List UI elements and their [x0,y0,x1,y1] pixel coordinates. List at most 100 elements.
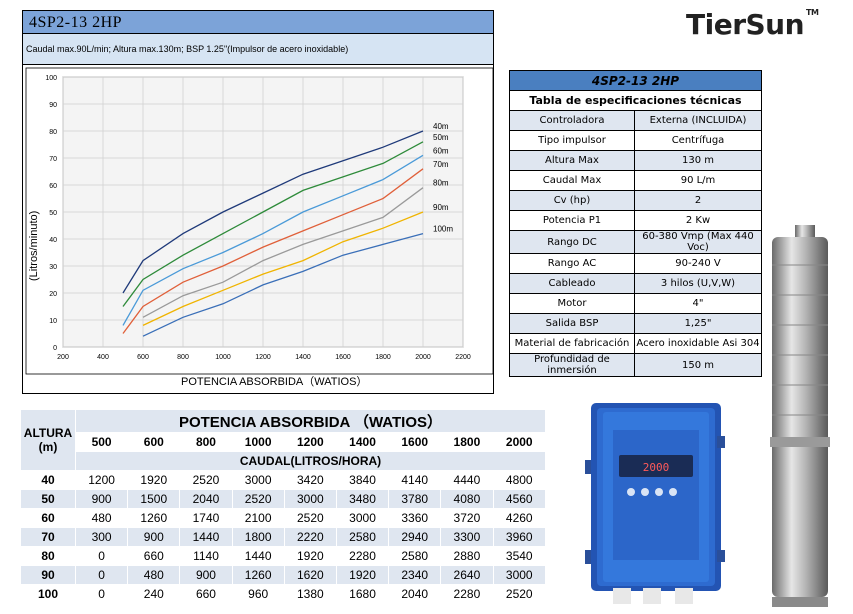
flow-cell: 3360 [388,508,442,528]
spec-table-subtitle: Tabla de especificaciones técnicas [509,90,762,111]
spec-key: Rango AC [509,253,635,274]
flow-cell: 240 [127,584,181,604]
x-tick-label: 200 [57,354,69,361]
model-title: 4SP2-13 2HP [29,14,123,31]
series-label: 40m [433,122,449,131]
altura-value: 80 [20,546,76,566]
spec-value: Externa (INCLUIDA) [634,110,762,131]
flow-cell: 3000 [283,489,337,509]
flow-cell: 2520 [283,508,337,528]
spec-row: Potencia P1 2 Kw [509,210,762,231]
spec-key: Motor [509,293,635,314]
x-tick-label: 2200 [455,354,471,361]
spec-key: Cableado [509,273,635,294]
spec-value: 90 L/m [634,170,762,191]
brand-logo-tm: TM [806,8,819,17]
flow-cell: 3000 [231,470,285,490]
spec-value: Centrífuga [634,130,762,151]
flow-cell: 960 [231,584,285,604]
spec-row: Tipo impulsor Centrífuga [509,130,762,151]
flow-cell: 2280 [335,546,390,566]
series-label: 60m [433,146,449,155]
spec-value: 150 m [634,353,762,377]
series-line-90m [142,211,424,326]
spec-key: Material de fabricación [509,333,635,354]
power-col-header: 600 [127,432,181,452]
altura-value: 100 [20,584,76,604]
x-tick-label: 1200 [255,354,271,361]
flow-cell: 1740 [179,508,233,528]
flow-cell: 4080 [440,489,494,509]
performance-chart: 200 400 600 800 1000 1200 1400 1600 1800 2000 2200… [22,64,494,394]
flow-cell: 4560 [492,489,546,509]
y-tick-label: 0 [53,345,57,352]
flow-cell: 900 [179,565,233,585]
power-col-header: 1600 [388,432,442,452]
altura-value: 60 [20,508,76,528]
flow-cell: 3480 [335,489,390,509]
spec-key: Profundidad de inmersión [509,353,635,377]
flow-cell: 3420 [283,470,337,490]
flow-cell: 1260 [231,565,285,585]
flow-cell: 2580 [388,546,442,566]
flow-cell: 2520 [492,584,546,604]
altura-value: 40 [20,470,76,490]
y-tick-label: 80 [49,129,57,136]
series-line-40m [122,130,424,294]
flow-cell: 1920 [335,565,390,585]
flow-cell: 4800 [492,470,546,490]
flow-cell: 2280 [440,584,494,604]
y-tick-label: 10 [49,318,57,325]
flow-cell: 3540 [492,546,546,566]
table-row: 100 0 240 660 960 1380 1680 2040 2280 2520 [20,584,546,604]
flow-cell: 0 [74,584,129,604]
flow-cell: 900 [74,489,129,509]
power-col-header: 1000 [231,432,285,452]
spec-value: 2 Kw [634,210,762,231]
flow-cell: 2040 [388,584,442,604]
altura-value: 50 [20,489,76,509]
flow-cell: 0 [74,546,129,566]
series-line-60m [122,154,424,326]
flow-cell: 2520 [179,470,233,490]
spec-row: Profundidad de inmersión 150 m [509,353,762,377]
table-row: 40 1200 1920 2520 3000 3420 3840 4140 4440 4800 [20,470,546,490]
model-subtitle: Caudal max.90L/min; Altura max.130m; BSP… [26,44,349,54]
power-title: POTENCIA ABSORBIDA （WATIOS） [75,409,546,433]
power-col-header: 1800 [440,432,494,452]
flow-cell: 2580 [335,527,390,547]
flow-cell: 4140 [388,470,442,490]
flow-cell: 3960 [492,527,546,547]
spec-table: 4SP2-13 2HP Tabla de especificaciones té… [509,70,762,377]
flow-cell: 3720 [440,508,494,528]
spec-value: 1,25" [634,313,762,334]
controller-display: 2000 [643,461,670,474]
flow-cell: 2100 [231,508,285,528]
spec-key: Potencia P1 [509,210,635,231]
flow-cell: 3780 [388,489,442,509]
table-row: 90 0 480 900 1260 1620 1920 2340 2640 3000 [20,565,546,585]
power-col-header: 800 [179,432,233,452]
spec-value: 130 m [634,150,762,171]
table-row: 60 480 1260 1740 2100 2520 3000 3360 3720 4260 [20,508,546,528]
altura-value: 70 [20,527,76,547]
brand-logo: TierSun TM [686,8,819,41]
spec-value: 60-380 Vmp (Max 440 Voc) [634,230,762,254]
altura-label: ALTURA [23,426,73,440]
flow-cell: 1200 [74,470,129,490]
x-tick-label: 2000 [415,354,431,361]
flow-cell: 0 [74,565,129,585]
flow-cell: 1680 [335,584,390,604]
x-tick-label: 1600 [335,354,351,361]
subtitle-banner: Caudal max.90L/min; Altura max.130m; BSP… [22,34,494,64]
series-line-50m [122,141,424,307]
spec-value: 90-240 V [634,253,762,274]
flow-cell: 2940 [388,527,442,547]
series-label: 80m [433,179,449,188]
spec-key: Cv (hp) [509,190,635,211]
title-banner: 4SP2-13 2HP [22,10,494,34]
flow-cell: 1440 [179,527,233,547]
flow-cell: 2040 [179,489,233,509]
x-tick-label: 1400 [295,354,311,361]
flow-cell: 3300 [440,527,494,547]
